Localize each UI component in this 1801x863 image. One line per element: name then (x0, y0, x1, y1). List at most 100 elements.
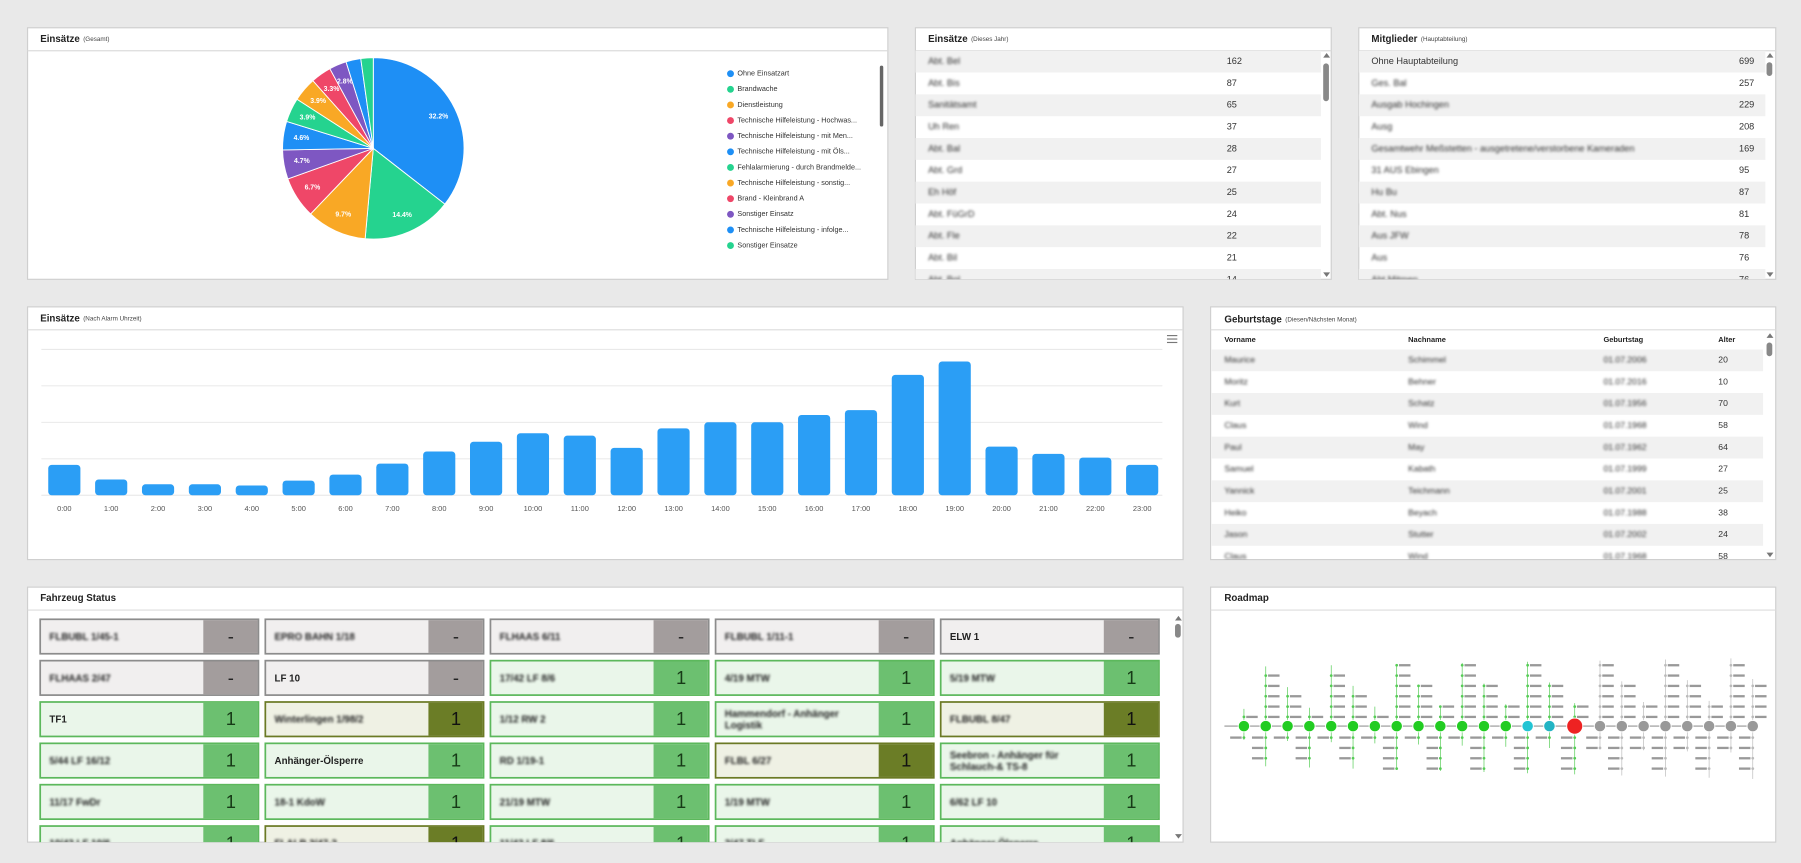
legend-label[interactable]: Ohne Einsatzart (737, 69, 789, 78)
row-stripe (1358, 94, 1766, 117)
vehicle-card[interactable]: Winterlingen 1/98/2 1 (264, 701, 485, 738)
row-stripe (1358, 138, 1766, 160)
roadmap-dot (1729, 694, 1733, 698)
legend-label[interactable]: Sonstiger Einsatze (737, 240, 797, 249)
menu-icon[interactable] (1166, 335, 1178, 344)
roadmap-node (1724, 719, 1738, 733)
roadmap-dot (1751, 756, 1755, 760)
roadmap-dot (1598, 746, 1602, 750)
roadmap-tag (1486, 684, 1498, 688)
vehicle-card[interactable]: 1/19 MTW 1 (714, 783, 935, 821)
vehicle-card[interactable]: FLBUBL 8/47 1 (939, 701, 1160, 738)
table: Ohne Hauptabteilung 699 Ges. Bal 257 Ausgab … (1358, 50, 1766, 284)
vehicle-card[interactable]: LF 10 - (264, 659, 485, 696)
cell: Claus (1224, 551, 1246, 561)
vehicle-card[interactable]: 18-1 KdoW 1 (264, 783, 485, 821)
scrollbar[interactable] (1175, 623, 1181, 638)
roadmap-tag (1551, 705, 1564, 708)
legend-label[interactable]: Technische Hilfeleistung - mit Men... (737, 131, 853, 140)
roadmap-node (1615, 719, 1629, 733)
vehicle-card[interactable]: 2/47 TLF 1 (714, 825, 935, 860)
roadmap-dot (1460, 663, 1464, 667)
roadmap-dot (1308, 746, 1311, 750)
vehicle-card[interactable]: TF1 1 (39, 701, 260, 738)
cell: 01.07.2016 (1603, 376, 1646, 386)
legend-label[interactable]: Dienstleistung (737, 100, 782, 109)
scrollbar[interactable] (1323, 63, 1329, 102)
vehicle-card[interactable]: 21/19 MTW 1 (489, 783, 710, 821)
vehicle-card[interactable]: 17/42 LF 8/6 1 (489, 659, 710, 696)
vehicle-card[interactable]: FLBL 6/27 1 (714, 742, 935, 779)
scrollbar[interactable] (1766, 62, 1773, 77)
roadmap-dot (1664, 684, 1667, 688)
vehicle-card[interactable]: Hammendorf - Anhänger Logistik 1 (714, 701, 935, 738)
vehicle-card[interactable]: 10/42 LF 10/6 1 (39, 825, 260, 860)
scroll-up[interactable] (1766, 333, 1774, 338)
bar (563, 435, 596, 496)
legend-label[interactable]: Brand - Kleinbrand A (737, 194, 804, 203)
data-label: 3.9% (300, 114, 316, 121)
roadmap-dot (1685, 736, 1689, 739)
bar (985, 446, 1018, 496)
legend-label[interactable]: Technische Hilfeleistung - mit Öls... (737, 147, 849, 156)
cell: Wind (1408, 551, 1428, 561)
vehicle-card[interactable]: 5/19 MTW 1 (939, 659, 1160, 696)
roadmap-tag (1268, 705, 1280, 708)
vehicle-card[interactable]: FLBUBL 1/45-1 - (39, 618, 260, 655)
legend-label[interactable]: Technische Hilfeleistung - sonstig... (737, 178, 850, 187)
vehicle-card[interactable]: 1/12 RW 2 1 (489, 701, 710, 738)
vehicle-card[interactable]: FLHAAS 2/47 - (39, 659, 260, 696)
scrollbar[interactable] (1766, 342, 1773, 357)
legend-label[interactable]: Brandwache (737, 84, 777, 93)
roadmap-dot (1351, 715, 1355, 719)
vehicle-card[interactable]: Anhänger-Ölsperre 1 (264, 742, 485, 779)
roadmap-dot (1598, 684, 1602, 688)
vehicle-card[interactable]: FLHAAS 6/11 - (489, 618, 710, 655)
roadmap-dot (1685, 705, 1689, 708)
vehicle-card[interactable]: ELW 1 - (939, 618, 1160, 655)
roadmap-tag (1513, 736, 1526, 739)
roadmap-tag (1339, 746, 1351, 750)
row-stripe (1358, 225, 1766, 248)
row-name: Gesamtwehr Meßstetten - ausgetretene/ver… (1371, 143, 1634, 153)
bar (1126, 464, 1159, 496)
vehicle-card[interactable]: FLBUBL 1/11-1 - (714, 618, 935, 655)
legend-label[interactable]: Sonstiger Einsatz (737, 209, 794, 218)
vehicle-card[interactable]: 11/42 LF 8/6 1 (489, 825, 710, 860)
vehicle-card[interactable]: 5/44 LF 16/12 1 (39, 742, 260, 779)
scroll-up[interactable] (1766, 53, 1774, 58)
vehicle-card[interactable]: FLALB 3/47-2 1 (264, 825, 485, 860)
vehicle-status: 1 (1126, 832, 1136, 853)
scrollbar[interactable] (879, 65, 884, 127)
scroll-down[interactable] (1766, 552, 1774, 558)
scroll-down[interactable] (1766, 272, 1774, 278)
scroll-down[interactable] (1175, 834, 1182, 839)
roadmap-tag (1560, 736, 1573, 739)
vehicle-card[interactable]: 6/62 LF 10 1 (939, 783, 1160, 821)
legend-marker (727, 226, 734, 234)
legend-label[interactable]: Fehlalarmierung - durch Brandmelde... (737, 162, 861, 171)
legend-label[interactable]: Technische Hilfeleistung - infolge... (737, 225, 848, 234)
roadmap-tag (1651, 767, 1664, 770)
column-header: Geburtstag (1603, 335, 1643, 344)
pie-slice (364, 147, 446, 240)
legend-marker (727, 179, 734, 187)
vehicle-card[interactable]: EPRO BAHN 1/18 - (264, 618, 485, 655)
roadmap-tag (1426, 757, 1439, 760)
row-count: 76 (1739, 274, 1749, 284)
vehicle-card[interactable]: Seebron - Anhänger für Schlauch-& TS-8 1 (939, 742, 1160, 779)
panel (26, 306, 1184, 561)
vehicle-card[interactable]: Anhänger Ölsperre 1 (939, 825, 1160, 860)
bar (751, 422, 784, 496)
scroll-up[interactable] (1323, 53, 1331, 58)
vehicle-card[interactable]: RD 1/19-1 1 (489, 742, 710, 779)
legend-label[interactable]: Technische Hilfeleistung - Hochwas... (737, 115, 857, 124)
scroll-up[interactable] (1175, 615, 1182, 621)
vehicle-card[interactable]: 11/17 FwDr 1 (39, 783, 260, 821)
vehicle-card[interactable]: 4/19 MTW 1 (714, 659, 935, 696)
roadmap-tag (1667, 664, 1680, 667)
title: Einsätze (40, 313, 80, 324)
scroll-down[interactable] (1323, 272, 1331, 278)
vehicle-name: FLBUBL 1/11-1 (724, 630, 794, 643)
roadmap-tag (1398, 695, 1411, 698)
